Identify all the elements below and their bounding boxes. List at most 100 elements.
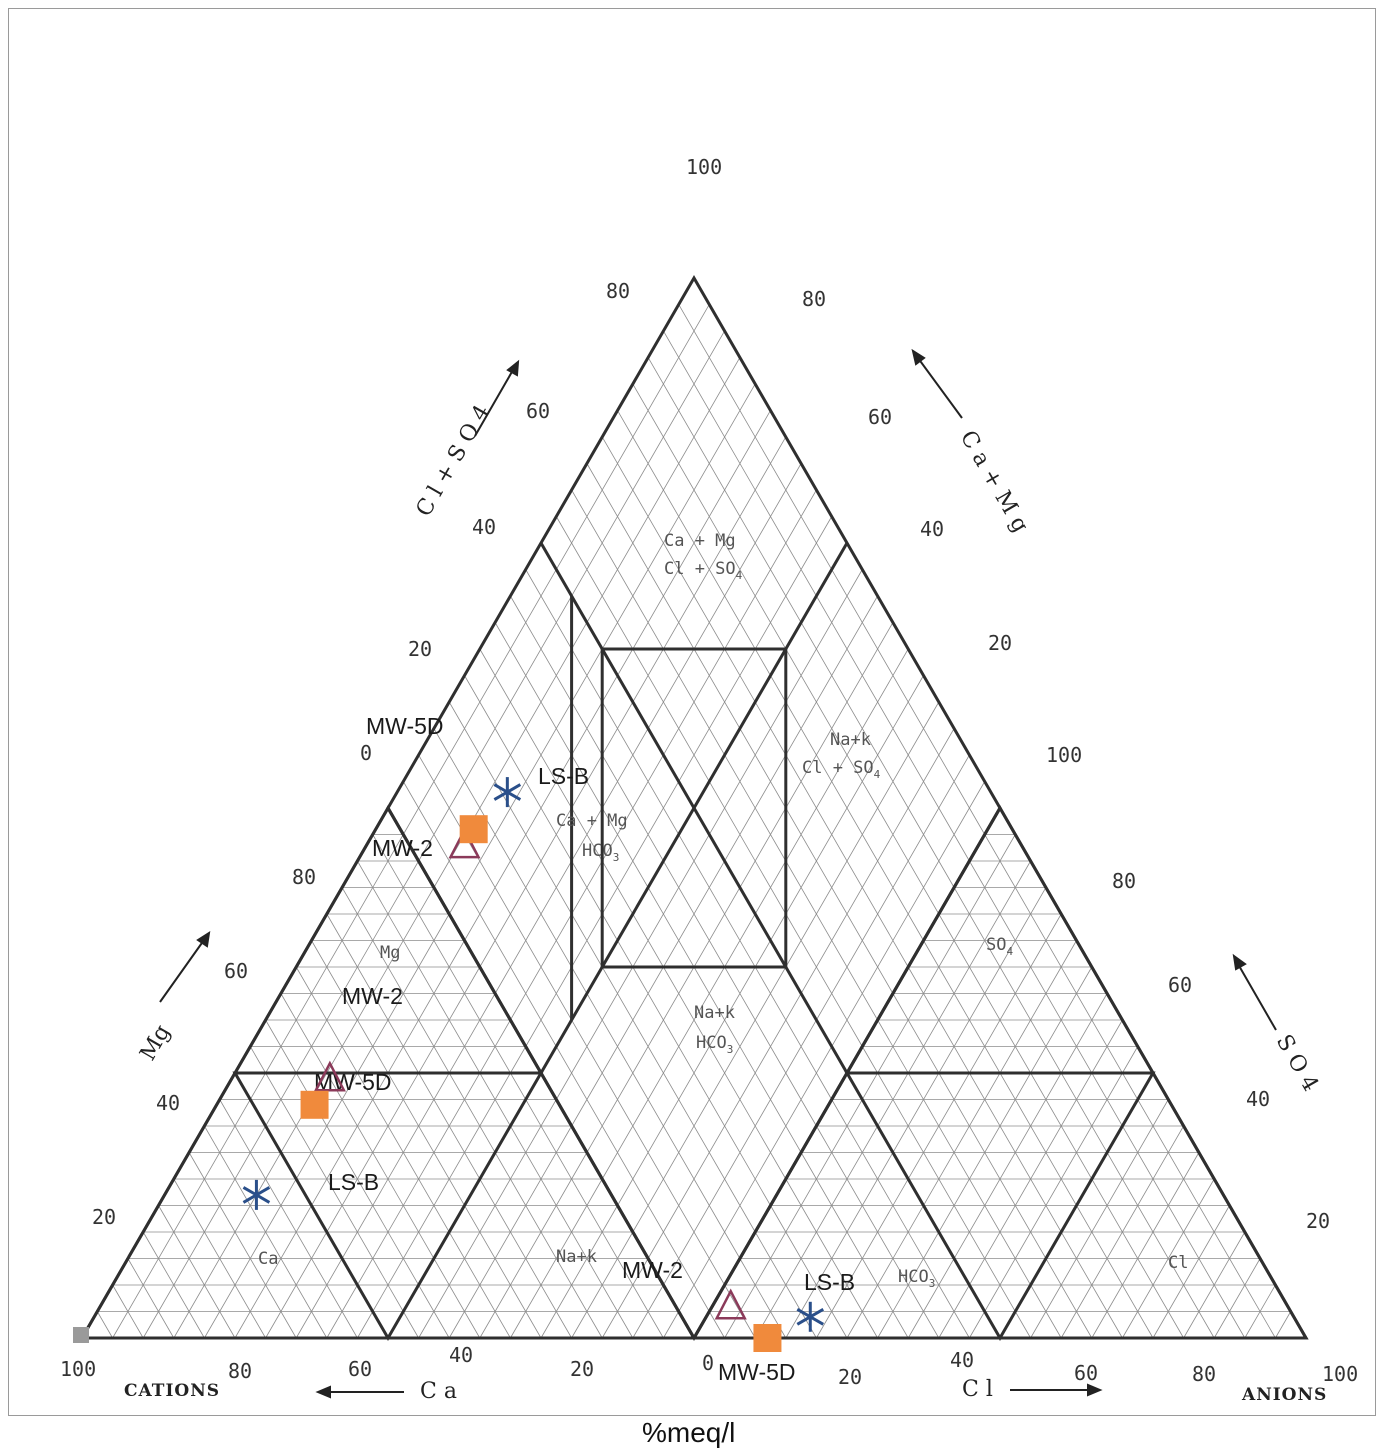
grid-line	[601, 1258, 649, 1339]
cation-triangle-outline	[79, 805, 697, 1340]
zone-na-k: Na+k	[556, 1247, 597, 1267]
diamond-ca-mg-ticks: 20 40 60 80	[802, 287, 1012, 655]
zone-labels: Ca Mg Na+k HCO3 SO4 Cl Ca + Mg Cl + SO4 …	[258, 531, 1188, 1290]
units-label: %meq/l	[642, 1417, 735, 1448]
asterisk-marker	[242, 1179, 271, 1210]
ca-mg-axis-title: C a + M g	[955, 427, 1033, 537]
zone-diamond-center-1: Na+k	[694, 1003, 735, 1023]
label-lsb-cation: LS-B	[328, 1169, 379, 1195]
grid-line	[158, 1205, 236, 1339]
tick-label: 80	[1112, 869, 1136, 893]
tick-label: 60	[1168, 973, 1192, 997]
diagram-frame	[8, 8, 1376, 1416]
grid-line	[1091, 1152, 1200, 1339]
asterisk-marker	[796, 1301, 825, 1332]
zone-mg: Mg	[380, 943, 400, 963]
grid-line	[188, 1152, 297, 1339]
grid-line	[204, 1125, 328, 1339]
subscript: 3	[613, 851, 620, 864]
grid-line	[311, 940, 542, 1339]
cation-mg-ticks: 20 40 60 80	[92, 865, 316, 1229]
tick-label: 60	[224, 959, 248, 983]
tick-label: 40	[472, 515, 496, 539]
subscript: 4	[736, 569, 743, 582]
anion-zone-triangle	[844, 1071, 1156, 1341]
tick-label: 0	[702, 1351, 714, 1375]
grid-line	[418, 1099, 557, 1339]
grid-line	[1244, 1284, 1276, 1339]
anion-cl-ticks: 0 20 40 60 80 100	[702, 1348, 1358, 1389]
grid-line	[724, 834, 1016, 1339]
grid-line	[448, 1125, 572, 1339]
grid-line	[219, 1099, 358, 1339]
asterisk-stroke	[493, 783, 522, 801]
tick-label: 100	[686, 155, 722, 179]
asterisk-marker	[493, 777, 522, 808]
zone-diamond-right-1: Na+k	[830, 730, 871, 750]
label-lsb-anion: LS-B	[804, 1269, 855, 1295]
tick-label: 80	[802, 287, 826, 311]
grid-line	[96, 1311, 113, 1339]
grid-line	[800, 1152, 909, 1339]
zone-so4-text: SO	[986, 935, 1006, 955]
triangle-marker	[714, 1288, 747, 1320]
tick-label: 20	[988, 631, 1012, 655]
diamond-cl-so4-ticks: 0 20 40 60 80 100	[360, 155, 722, 765]
anion-so4-ticks: 20 40 60 80 100	[1046, 743, 1330, 1233]
grid-line	[816, 1125, 940, 1339]
zone-cl: Cl	[1168, 1253, 1188, 1273]
grid-line	[892, 993, 1093, 1339]
anions-axis-title: ANIONS	[1241, 1385, 1327, 1405]
grid-line	[249, 1046, 419, 1339]
grid-line	[280, 993, 481, 1339]
grid-line	[953, 887, 1215, 1339]
zone-so4: SO4	[986, 935, 1013, 958]
tick-label: 40	[920, 517, 944, 541]
label-mw2-diamond: MW-2	[372, 835, 433, 861]
subscript: 4	[874, 768, 881, 781]
tick-label: 40	[449, 1343, 473, 1367]
sample-markers	[242, 777, 825, 1352]
label-mw2-cation: MW-2	[342, 983, 403, 1009]
grid-line	[173, 1178, 266, 1339]
tick-label: 0	[360, 741, 372, 765]
cl-arrow	[1010, 1383, 1103, 1397]
subscript: 4	[1006, 945, 1013, 958]
grid-line	[1030, 1099, 1169, 1339]
zone-hco3: HCO3	[898, 1267, 935, 1290]
tick-label: 60	[526, 399, 550, 423]
grid-line	[785, 1178, 878, 1339]
asterisk-stroke	[242, 1186, 271, 1204]
zone-diamond-right-2-text: Cl + SO	[802, 758, 874, 778]
grid-line	[510, 1178, 603, 1339]
zone-diamond-top-1: Ca + Mg	[664, 531, 736, 551]
tick-label: 60	[348, 1357, 372, 1381]
grid-line	[907, 993, 1108, 1339]
tick-label: 20	[570, 1357, 594, 1381]
grid-line	[846, 940, 1077, 1339]
grid-line	[1213, 1258, 1261, 1339]
direction-arrows	[159, 348, 1277, 1399]
corner-marker	[73, 1327, 89, 1343]
grid-line	[984, 834, 1276, 1339]
zone-hco3-text: HCO	[898, 1267, 929, 1287]
so4-arrow	[1232, 953, 1277, 1031]
sample-labels: MW-2 MW-5D LS-B MW-2 MW-5D LS-B MW-2 MW-…	[314, 713, 855, 1385]
tick-label: 80	[292, 865, 316, 889]
tick-label: 80	[228, 1359, 252, 1383]
grid-line	[479, 1152, 588, 1339]
tick-label: 80	[1192, 1362, 1216, 1386]
mg-arrow	[159, 930, 211, 1003]
zone-diamond-center-2-text: HCO	[696, 1033, 727, 1053]
cl-so4-axis-title: C l + S O 4	[412, 401, 496, 521]
zone-diamond-center-2: HCO3	[696, 1033, 733, 1056]
tick-label: 20	[408, 637, 432, 661]
grid-line	[127, 1258, 175, 1339]
square-marker	[300, 1090, 329, 1119]
zone-diamond-left-2: HCO3	[582, 841, 619, 864]
grid-lines	[79, 304, 1309, 1340]
square-marker	[459, 815, 488, 844]
mg-axis-title: Mg	[136, 1021, 176, 1065]
grid-line	[969, 1046, 1139, 1339]
